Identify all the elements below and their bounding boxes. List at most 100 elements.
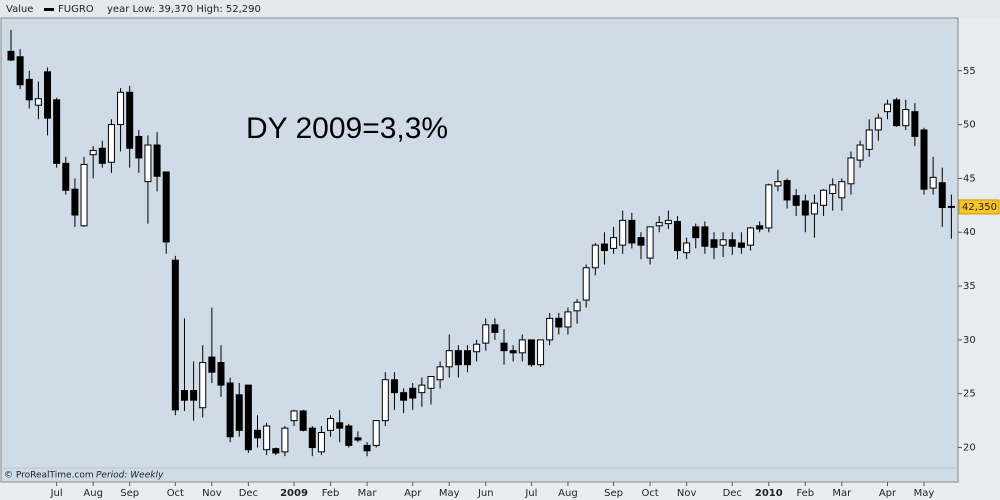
candle-body xyxy=(500,342,508,352)
candle-body xyxy=(874,117,882,131)
candle-body xyxy=(518,339,526,354)
x-tick-label: Apr xyxy=(404,488,422,499)
candle-body xyxy=(883,103,891,113)
x-tick-label: Jun xyxy=(477,488,494,499)
candle-body xyxy=(482,324,490,344)
candle-body xyxy=(62,162,70,191)
candle-body xyxy=(89,149,97,156)
candle-body xyxy=(829,184,837,194)
candle-body xyxy=(372,420,380,446)
candle-body xyxy=(71,188,79,216)
candle-body xyxy=(317,431,325,453)
candle-body xyxy=(162,171,170,243)
candle-body xyxy=(390,379,398,394)
candle-body xyxy=(610,237,618,249)
candle-body xyxy=(80,163,88,227)
candle-body xyxy=(938,182,946,208)
y-tick-label: 55 xyxy=(963,66,976,77)
candle-body xyxy=(171,259,179,411)
legend-swatch xyxy=(44,8,54,11)
candle-body xyxy=(34,98,42,106)
x-tick-label: Apr xyxy=(879,488,897,499)
candle-body xyxy=(902,109,910,127)
candle-body xyxy=(199,362,207,409)
last-price-box xyxy=(958,199,1000,215)
candle-body xyxy=(546,317,554,341)
candle-body xyxy=(53,99,61,164)
candle-body xyxy=(838,181,846,199)
candle-body xyxy=(820,189,828,206)
candle-body xyxy=(537,339,545,366)
footer-source: © ProRealTime.com xyxy=(4,471,94,481)
legend-entry: FUGRO xyxy=(58,4,94,15)
candle-body xyxy=(747,227,755,246)
candle-body xyxy=(107,124,115,163)
x-tick-label: Nov xyxy=(677,488,697,499)
candle-body xyxy=(920,129,928,190)
candle-body xyxy=(308,427,316,449)
candle-body xyxy=(600,243,608,252)
candle-body xyxy=(445,350,453,368)
candle-body xyxy=(7,50,15,61)
candle-body xyxy=(454,350,462,366)
candle-body xyxy=(135,135,143,159)
candle-body xyxy=(464,350,471,366)
candle-body xyxy=(299,410,307,431)
x-tick-label: Aug xyxy=(83,488,103,499)
candle-body xyxy=(126,91,134,149)
candle-body xyxy=(737,242,745,248)
candle-body xyxy=(336,422,344,429)
x-tick-label: Oct xyxy=(641,488,658,499)
candle-body xyxy=(856,144,864,161)
candle-body xyxy=(527,339,535,366)
y-tick-label: 30 xyxy=(963,335,976,346)
x-tick-label: Sep xyxy=(604,488,623,499)
candle-body xyxy=(756,225,764,230)
candle-body xyxy=(263,425,271,451)
candle-body xyxy=(929,176,937,189)
candle-body xyxy=(117,91,125,126)
candle-body xyxy=(153,144,161,177)
footer-period: Period: Weekly xyxy=(96,471,164,481)
candle-body xyxy=(381,379,389,422)
last-price-label: 42,350 xyxy=(962,202,997,213)
candle-body xyxy=(418,384,426,394)
candle-body xyxy=(683,242,691,254)
candle-body xyxy=(235,394,243,431)
candle-body xyxy=(327,417,335,431)
candle-body xyxy=(190,389,198,401)
candle-body xyxy=(509,350,517,354)
y-tick-label: 35 xyxy=(963,281,976,292)
candle-body xyxy=(947,205,955,208)
candle-body xyxy=(44,71,52,119)
candle-body xyxy=(582,267,590,301)
candle-body xyxy=(664,219,672,225)
candle-body xyxy=(646,226,654,259)
x-tick-label: Sep xyxy=(120,488,139,499)
candle-body xyxy=(710,239,718,248)
candle-body xyxy=(226,382,234,438)
candle-body xyxy=(180,389,188,401)
candle-body xyxy=(792,195,800,206)
y-tick-label: 25 xyxy=(963,389,976,400)
candle-body xyxy=(573,301,581,312)
header-bar xyxy=(0,0,1000,18)
x-tick-label: Oct xyxy=(167,488,184,499)
candle-body xyxy=(363,444,371,452)
y-tick-label: 50 xyxy=(963,120,976,131)
candle-body xyxy=(619,219,627,246)
candle-body xyxy=(16,56,24,86)
x-tick-label: 2010 xyxy=(755,488,783,499)
candle-body xyxy=(400,392,408,401)
candle-body xyxy=(281,427,289,453)
x-tick-label: Mar xyxy=(358,488,378,499)
candle-body xyxy=(810,202,818,215)
candle-body xyxy=(628,219,636,244)
x-tick-label: Jul xyxy=(50,488,63,499)
candle-body xyxy=(655,222,663,227)
candle-body xyxy=(701,226,709,247)
candle-body xyxy=(637,237,645,246)
candle-body xyxy=(555,317,563,328)
x-tick-label: Dec xyxy=(723,488,742,499)
